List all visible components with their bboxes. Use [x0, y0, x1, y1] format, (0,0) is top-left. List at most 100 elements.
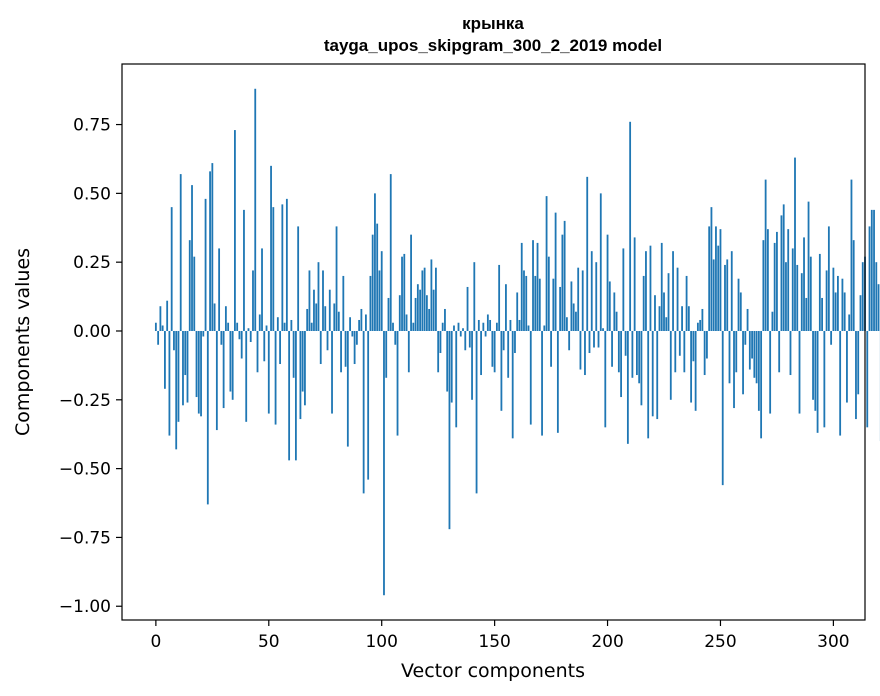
- y-tick-label: −1.00: [59, 597, 111, 617]
- bar-component-42: [249, 330, 252, 342]
- bar-component-44: [254, 88, 257, 331]
- bar-component-190: [584, 330, 586, 376]
- x-tick-label: 100: [365, 632, 397, 652]
- bar-component-171: [541, 330, 543, 436]
- bar-component-52: [272, 207, 275, 331]
- bar-component-260: [742, 330, 744, 395]
- bar-component-200: [606, 234, 609, 331]
- x-axis: 0 50 100 150 200 250 300: [150, 620, 850, 652]
- bar-component-307: [848, 314, 851, 331]
- bar-component-41: [247, 328, 250, 331]
- bar-component-57: [283, 322, 286, 331]
- bar-component-26: [213, 303, 216, 331]
- bar-component-296: [823, 330, 826, 428]
- bar-component-318: [873, 209, 875, 331]
- bar-component-216: [642, 275, 645, 331]
- bar-component-233: [681, 306, 683, 331]
- bar-component-278: [782, 204, 785, 331]
- bar-component-76: [326, 330, 329, 351]
- bar-component-59: [288, 330, 291, 461]
- bar-component-132: [453, 325, 455, 331]
- bar-component-86: [349, 317, 351, 331]
- bar-component-264: [751, 330, 753, 359]
- bar-component-298: [827, 226, 830, 331]
- bar-component-107: [396, 330, 399, 436]
- x-tick-label: 300: [817, 632, 849, 652]
- bar-component-96: [371, 234, 374, 331]
- bar-component-81: [337, 311, 340, 331]
- bar-component-152: [498, 264, 501, 331]
- bar-component-158: [511, 330, 514, 439]
- x-tick-label: 50: [258, 632, 280, 652]
- bar-component-182: [565, 317, 568, 331]
- bar-component-24: [209, 171, 211, 331]
- bar-component-239: [694, 330, 697, 411]
- bar-component-186: [575, 311, 577, 331]
- bar-component-220: [651, 330, 654, 417]
- bar-component-165: [527, 325, 530, 331]
- bar-component-243: [703, 330, 706, 376]
- bar-component-89: [355, 330, 358, 345]
- bar-component-272: [769, 330, 772, 414]
- bar-component-254: [728, 330, 731, 384]
- bar-component-290: [809, 256, 812, 331]
- bar-component-306: [846, 330, 848, 403]
- bar-component-304: [841, 278, 844, 331]
- bar-component-179: [559, 286, 562, 331]
- bar-component-270: [764, 179, 767, 331]
- bar-component-206: [620, 330, 622, 398]
- bar-component-247: [712, 259, 715, 331]
- bar-component-73: [319, 330, 322, 365]
- bar-component-145: [482, 322, 485, 331]
- bar-component-7: [170, 207, 173, 331]
- bar-component-163: [523, 270, 525, 331]
- bar-component-232: [678, 330, 681, 356]
- bar-component-108: [398, 295, 401, 331]
- bar-component-157: [509, 319, 512, 331]
- bar-component-27: [215, 330, 218, 431]
- bar-component-13: [184, 330, 187, 376]
- bar-component-191: [586, 176, 589, 331]
- bar-component-193: [590, 251, 593, 331]
- bar-component-251: [721, 330, 724, 486]
- bar-component-228: [669, 330, 672, 400]
- bar-component-148: [489, 319, 492, 331]
- bar-component-48: [263, 330, 266, 362]
- y-tick-label: −0.25: [59, 391, 111, 411]
- bar-component-295: [821, 297, 823, 331]
- bar-component-281: [789, 330, 792, 376]
- bar-component-294: [818, 253, 821, 331]
- bar-component-226: [665, 317, 668, 331]
- bar-component-248: [715, 226, 717, 331]
- bar-component-297: [825, 270, 828, 331]
- bar-component-20: [200, 330, 202, 417]
- bar-component-82: [340, 330, 342, 373]
- bar-component-146: [484, 330, 487, 337]
- bar-component-117: [419, 289, 422, 331]
- bar-component-245: [708, 226, 711, 331]
- bar-component-230: [674, 330, 677, 373]
- bar-component-135: [459, 330, 462, 337]
- bar-component-10: [177, 330, 180, 422]
- bar-component-140: [471, 330, 473, 400]
- bar-component-25: [211, 163, 214, 331]
- bar-component-91: [360, 308, 363, 331]
- bar-component-38: [240, 330, 243, 359]
- bar-component-77: [328, 289, 331, 331]
- bar-component-33: [229, 330, 232, 392]
- bar-component-283: [794, 157, 796, 331]
- bar-component-138: [466, 286, 469, 331]
- bar-component-237: [690, 330, 693, 403]
- bar-component-205: [617, 330, 620, 373]
- bar-component-208: [624, 330, 627, 356]
- bar-component-144: [480, 330, 482, 376]
- bar-component-257: [735, 330, 738, 373]
- bar-component-201: [608, 281, 611, 331]
- bar-component-309: [852, 240, 855, 331]
- bar-component-17: [193, 256, 196, 331]
- bar-component-287: [803, 237, 805, 331]
- bar-component-288: [805, 297, 808, 331]
- bar-component-273: [771, 311, 774, 331]
- bar-component-253: [726, 259, 729, 331]
- bar-component-166: [529, 330, 532, 425]
